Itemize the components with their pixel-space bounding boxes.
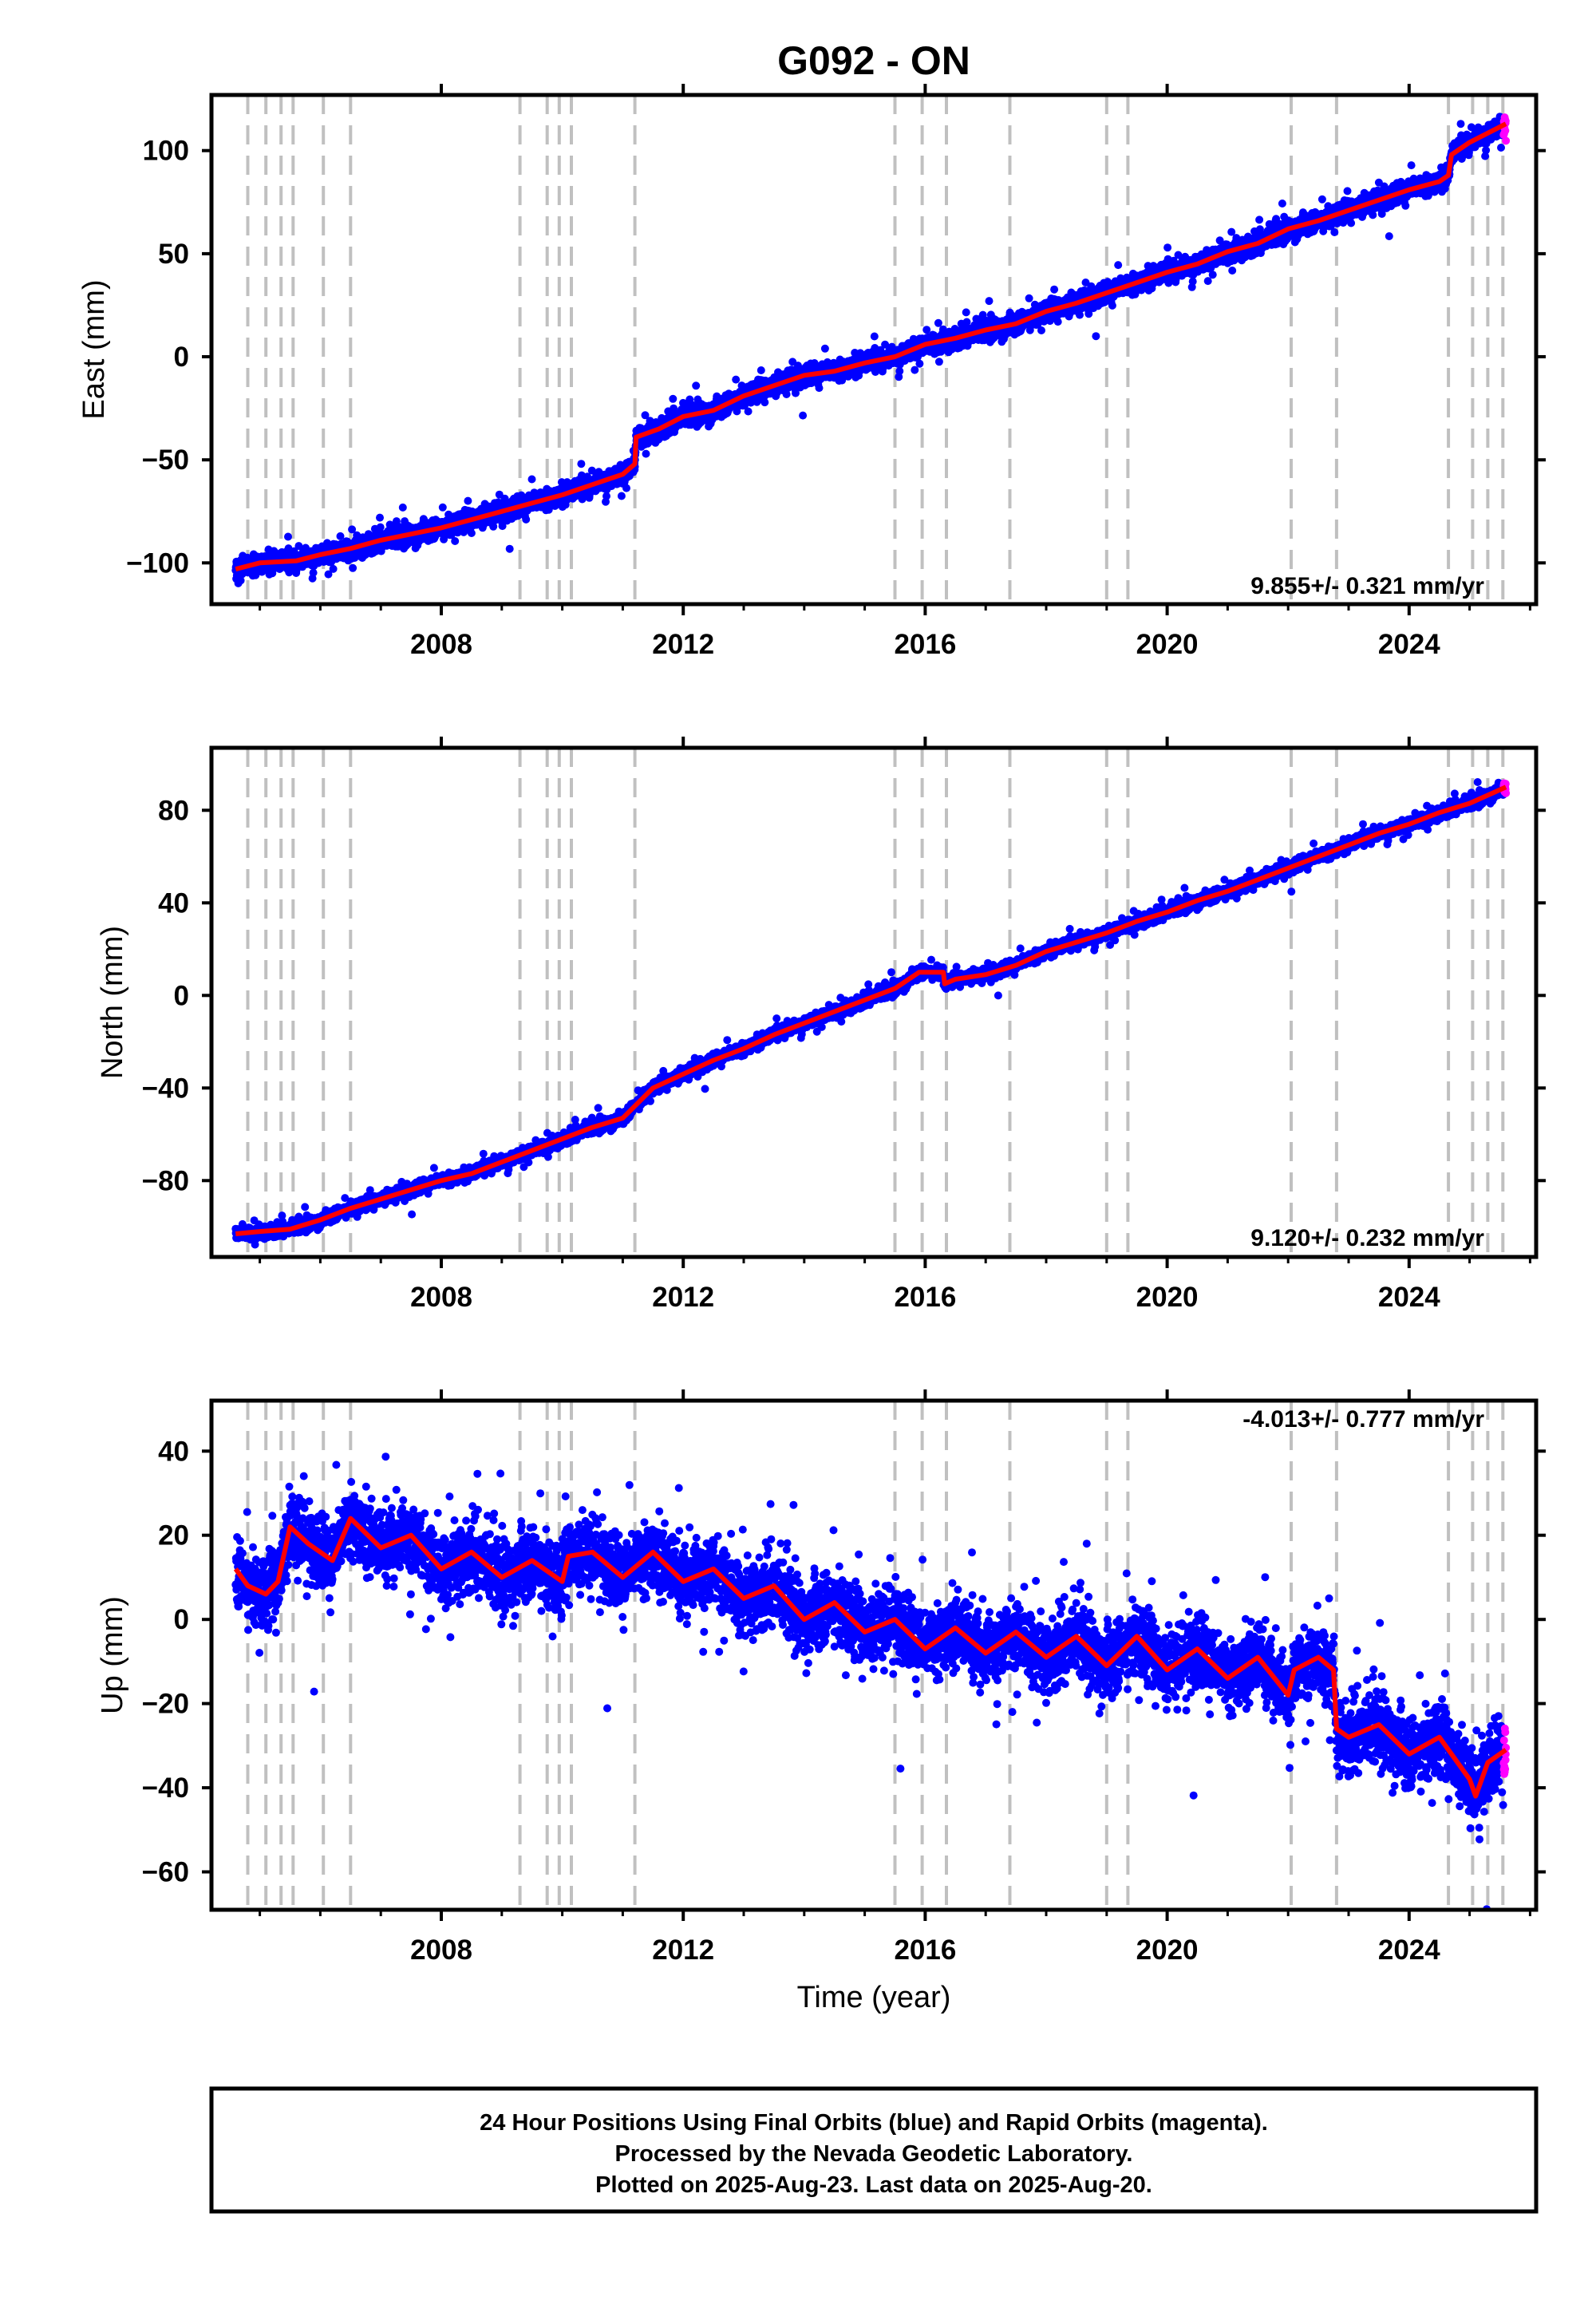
final-orbit-point: [962, 318, 971, 326]
final-orbit-point: [617, 492, 626, 500]
final-orbit-point: [329, 564, 338, 573]
final-orbit-point: [522, 515, 531, 524]
final-orbit-point: [757, 366, 765, 374]
final-orbit-point: [744, 407, 753, 416]
final-orbit-point: [527, 475, 536, 484]
final-orbit-point: [236, 576, 245, 585]
final-orbit-point: [438, 503, 447, 512]
final-orbit-point: [911, 366, 919, 374]
final-orbit-point: [1208, 271, 1217, 279]
final-orbit-point: [498, 522, 507, 531]
final-orbit-point: [489, 522, 498, 531]
final-orbit-point: [792, 389, 800, 397]
final-orbit-point: [376, 523, 385, 532]
final-orbit-point: [577, 460, 586, 468]
final-orbit-point: [324, 570, 333, 579]
final-orbit-point: [1114, 261, 1123, 270]
final-orbit-point: [1076, 310, 1084, 319]
final-orbit-point: [815, 384, 824, 393]
final-orbit-point: [934, 318, 942, 327]
final-orbit-point: [1203, 277, 1212, 286]
final-orbit-point: [915, 359, 924, 368]
final-orbit-point: [1025, 294, 1033, 302]
final-orbit-point: [1053, 318, 1062, 326]
final-orbit-point: [1037, 326, 1045, 334]
final-orbit-point: [294, 542, 303, 551]
final-orbit-point: [985, 297, 994, 306]
final-orbit-point: [284, 532, 292, 541]
final-orbit-point: [895, 367, 904, 375]
final-orbit-point: [495, 490, 504, 499]
final-orbit-point: [1084, 310, 1093, 318]
final-orbit-point: [1228, 267, 1237, 275]
final-orbit-point: [349, 563, 358, 572]
final-orbit-point: [782, 390, 791, 398]
final-orbit-point: [1108, 301, 1116, 310]
final-orbit-point: [1163, 243, 1172, 252]
final-orbit-point: [692, 381, 701, 390]
final-orbit-point: [467, 529, 476, 537]
final-orbit-point: [922, 326, 931, 334]
final-orbit-point: [934, 358, 943, 366]
final-orbit-point: [451, 537, 460, 545]
final-orbit-point: [962, 308, 970, 317]
final-orbit-point: [376, 513, 384, 522]
final-orbit-point: [622, 484, 630, 492]
final-orbit-point: [348, 525, 357, 534]
final-orbit-point: [602, 492, 610, 500]
final-orbit-point: [870, 332, 879, 341]
final-orbit-point: [336, 532, 345, 540]
final-orbit-point: [642, 449, 650, 458]
east-data-points: [231, 113, 1511, 587]
final-orbit-point: [505, 544, 514, 553]
final-orbit-point: [398, 503, 407, 512]
final-orbit-point: [881, 340, 890, 349]
final-orbit-point: [820, 344, 829, 353]
final-orbit-point: [1092, 332, 1100, 341]
final-orbit-point: [732, 375, 741, 384]
final-orbit-point: [670, 404, 678, 413]
final-orbit-point: [641, 411, 650, 420]
figure-title: G092 - ON: [777, 38, 970, 83]
final-orbit-point: [1050, 285, 1059, 294]
final-orbit-point: [309, 568, 318, 577]
final-orbit-point: [760, 398, 769, 407]
final-orbit-point: [799, 411, 808, 420]
final-orbit-point: [464, 496, 472, 505]
final-orbit-point: [669, 394, 678, 403]
